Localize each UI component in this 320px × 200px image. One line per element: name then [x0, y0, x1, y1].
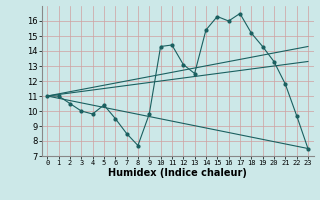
X-axis label: Humidex (Indice chaleur): Humidex (Indice chaleur) — [108, 168, 247, 178]
